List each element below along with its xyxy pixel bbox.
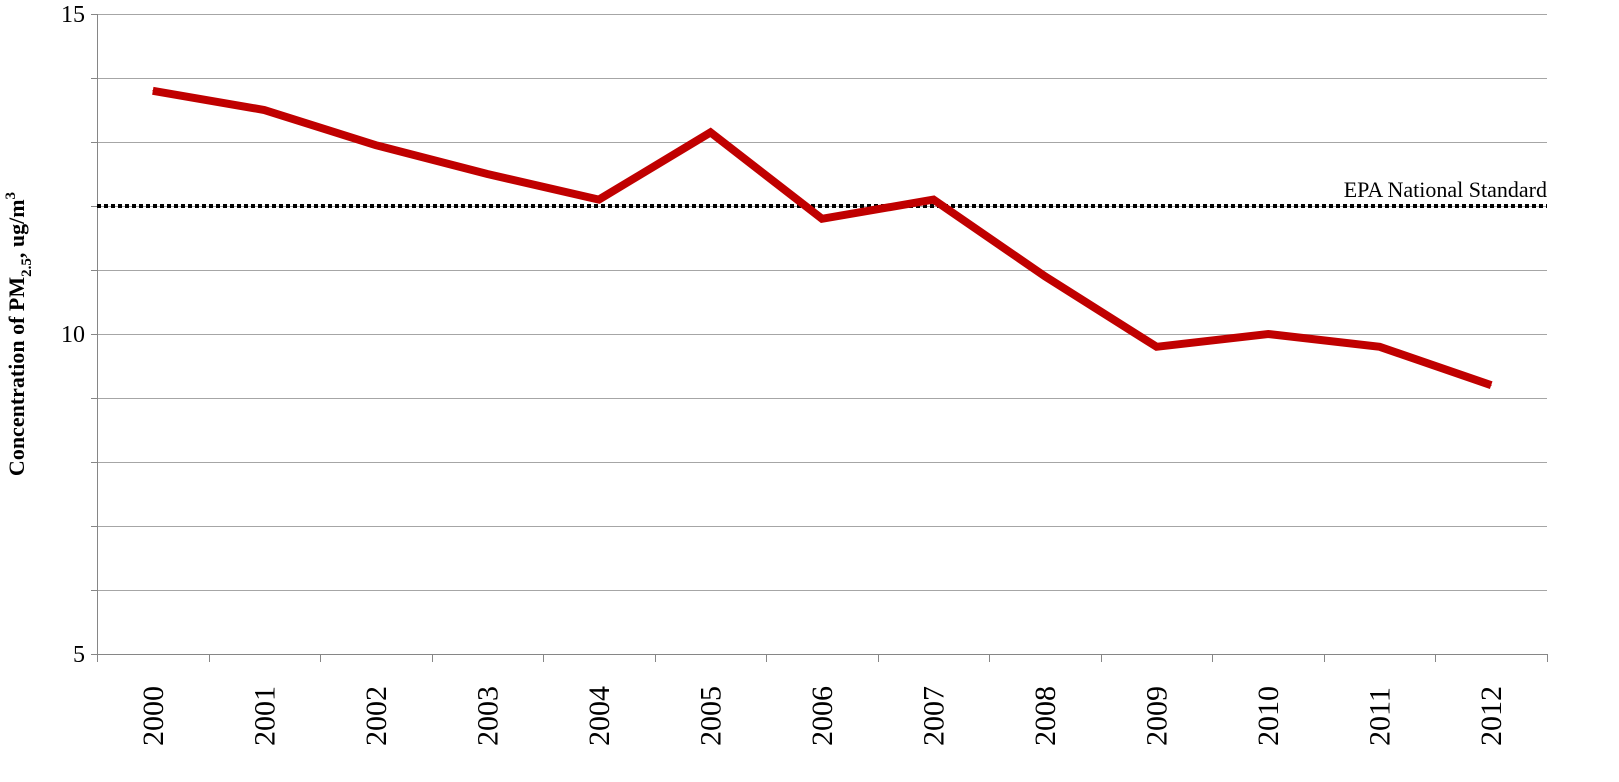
- data-point: [486, 173, 488, 175]
- series-group: [152, 86, 1493, 389]
- y-axis-label-subscript: 2.5: [19, 258, 35, 277]
- data-point: [1267, 333, 1269, 335]
- reference-line-group: EPA National Standard: [97, 177, 1547, 208]
- data-point: [709, 131, 711, 133]
- data-point: [1379, 346, 1381, 348]
- x-tick-label: 2004: [583, 686, 616, 746]
- y-axis-label-superscript: 3: [3, 192, 19, 200]
- y-tick-label: 5: [73, 642, 85, 668]
- data-point: [1490, 384, 1492, 386]
- x-tick-label: 2010: [1252, 686, 1285, 746]
- x-tick-label: 2005: [694, 686, 727, 746]
- x-tick-labels: 2000 2001 2002 2003 2004 2005 2006 2007 2008 2009…: [137, 686, 1508, 746]
- x-tick-label: 2006: [806, 686, 839, 746]
- x-tick-label: 2007: [918, 686, 951, 746]
- y-axis-label-middle: , ug/m: [4, 199, 29, 258]
- data-point: [821, 218, 823, 220]
- x-tick-label: 2000: [137, 686, 170, 746]
- data-point: [263, 109, 265, 111]
- data-point: [933, 199, 935, 201]
- data-point: [1156, 346, 1158, 348]
- data-point: [375, 144, 377, 146]
- reference-line-label: EPA National Standard: [1344, 177, 1547, 202]
- data-point: [1044, 275, 1046, 277]
- gridlines: [97, 14, 1547, 655]
- x-tick-label: 2003: [471, 686, 504, 746]
- data-point: [152, 90, 154, 92]
- axes: [91, 14, 1548, 662]
- y-axis-label: Concentration of PM2.5, ug/m3: [3, 192, 35, 476]
- x-tick-label: 2012: [1475, 686, 1508, 746]
- x-tick-label: 2001: [248, 686, 281, 746]
- x-tick-label: 2008: [1029, 686, 1062, 746]
- x-tick-label: 2002: [360, 686, 393, 746]
- y-tick-labels: 5 10 15: [61, 2, 85, 668]
- y-axis-label-prefix: Concentration of PM: [4, 277, 29, 476]
- y-tick-label: 10: [61, 322, 85, 348]
- series-line: [152, 86, 1493, 389]
- x-tick-label: 2011: [1364, 687, 1397, 746]
- y-tick-label: 15: [61, 2, 85, 28]
- data-point: [598, 199, 600, 201]
- x-tick-label: 2009: [1141, 686, 1174, 746]
